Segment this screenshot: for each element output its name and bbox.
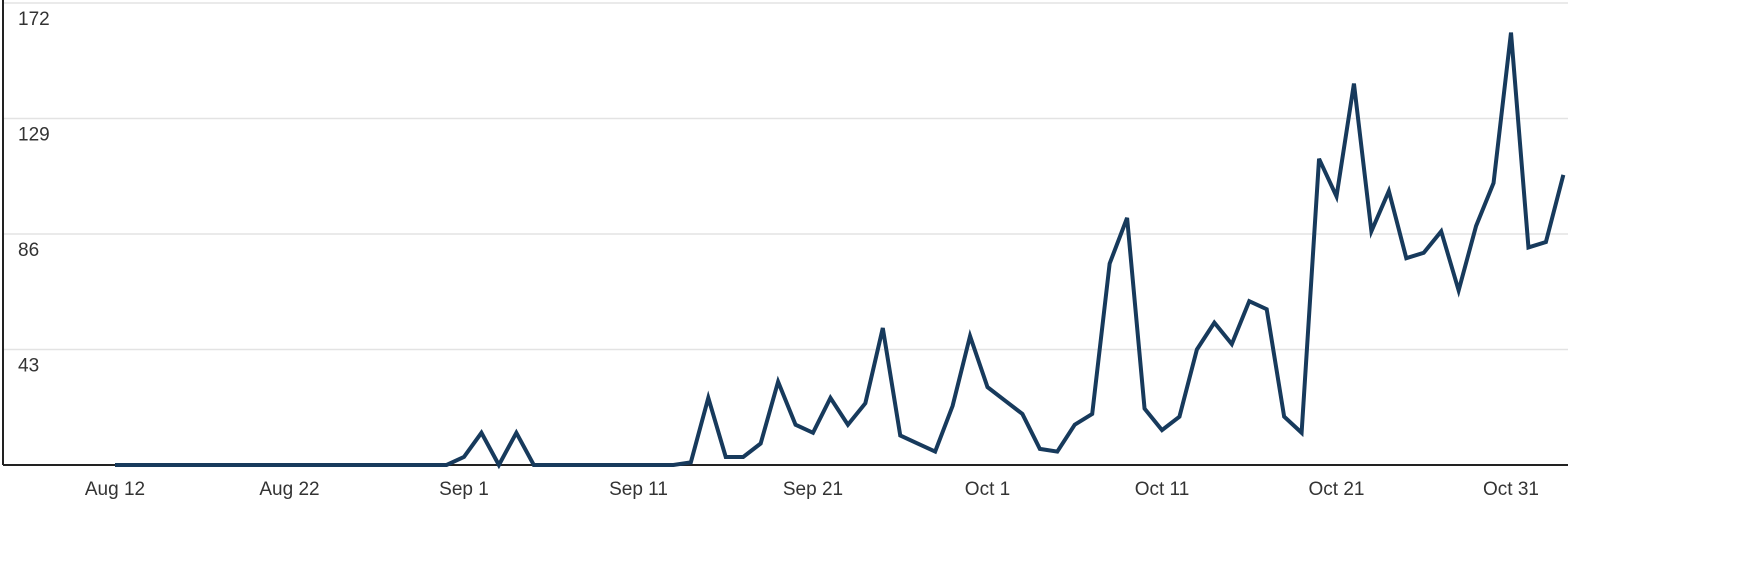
x-tick-label: Oct 21 <box>1309 479 1365 500</box>
y-tick-label: 129 <box>18 125 50 146</box>
line <box>115 32 1566 470</box>
x-tick-label: Sep 11 <box>609 479 668 500</box>
x-tick-label: Oct 1 <box>965 479 1010 500</box>
y-tick-label: 86 <box>18 240 39 261</box>
x-tick-label: Sep 1 <box>439 479 489 500</box>
x-tick-label: Aug 22 <box>259 479 319 500</box>
y-tick-label: 172 <box>18 9 50 30</box>
x-tick-label: Aug 12 <box>85 479 145 500</box>
x-tick-label: Sep 21 <box>783 479 843 500</box>
y-tick-label: 43 <box>18 356 39 377</box>
x-tick-label: Oct 11 <box>1135 479 1190 500</box>
x-tick-label: Oct 31 <box>1483 479 1539 500</box>
